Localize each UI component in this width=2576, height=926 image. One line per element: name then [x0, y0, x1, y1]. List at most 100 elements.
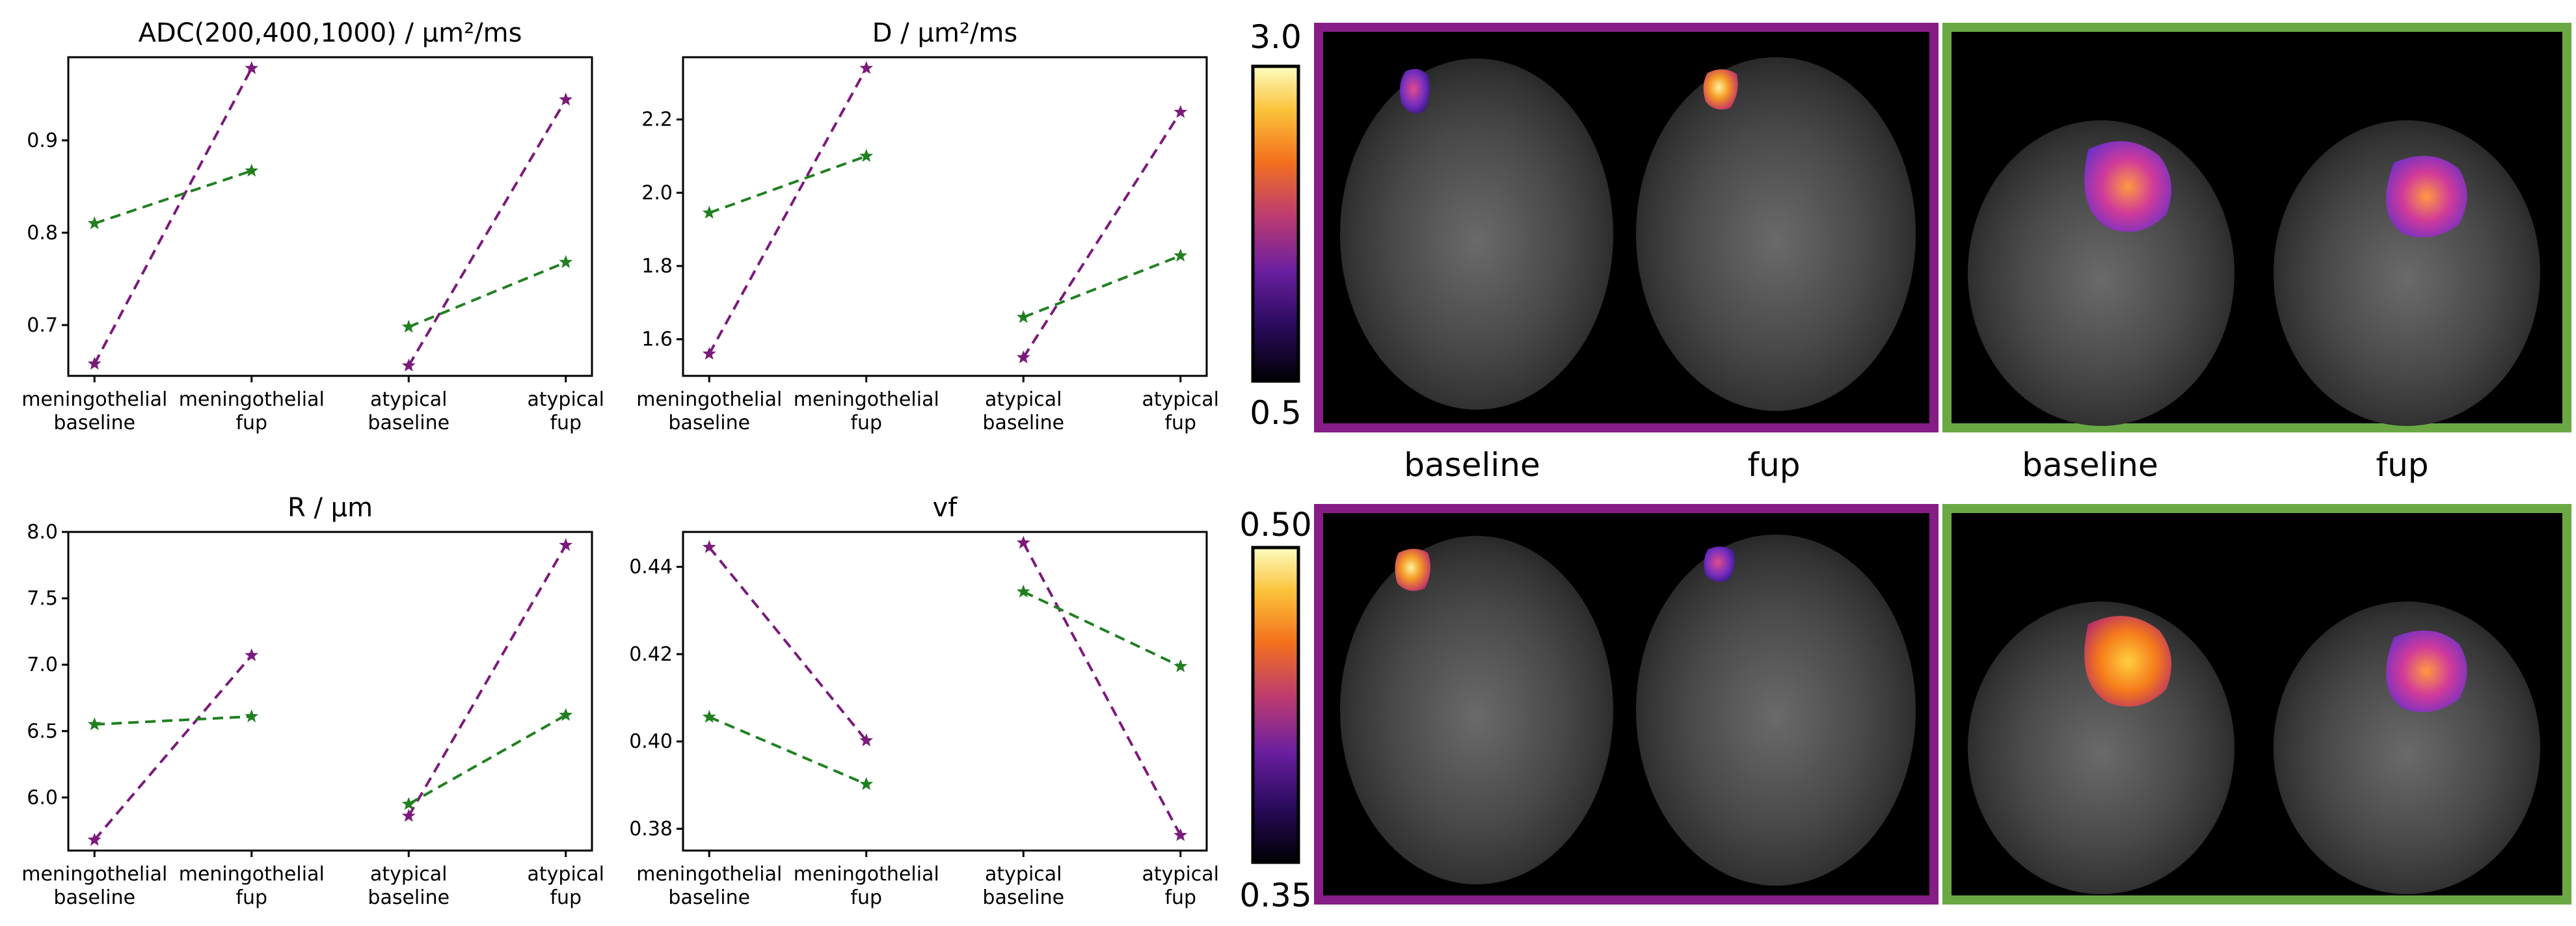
image-panel-bottom-right — [1942, 504, 2571, 905]
image-panel-top-left — [1314, 23, 1939, 432]
series-a-point — [559, 92, 573, 106]
series-b-point — [702, 205, 716, 219]
series-a-line — [407, 544, 567, 817]
series-a-point — [1016, 535, 1030, 549]
series-a-point — [1174, 828, 1188, 841]
label-fup-right: fup — [2376, 446, 2428, 484]
series-a-line — [708, 67, 868, 355]
series-b-line — [708, 715, 867, 786]
adc-plot: ADC(200,400,1000) / μm²/ms 0.7 0.8 0.9 menin… — [21, 18, 604, 434]
series-b-point — [559, 708, 573, 721]
series-a-point — [87, 356, 101, 370]
x-tick-label: meningothelial fup — [179, 388, 325, 434]
brain-scan-8 — [2274, 602, 2540, 894]
y-tick-label: 0.9 — [27, 129, 58, 152]
x-tick-label: atypical fup — [1142, 863, 1220, 909]
series-b-point — [1016, 585, 1030, 598]
series-b-point — [87, 216, 101, 230]
series-b-point — [87, 717, 101, 730]
series-a-point — [1016, 350, 1030, 364]
lesion-2 — [1703, 69, 1738, 110]
series-b-line — [94, 715, 252, 726]
y-tick-label: 0.7 — [27, 314, 58, 337]
lesion-8 — [2386, 630, 2467, 712]
series-a-line — [93, 654, 253, 841]
axes-frame — [682, 531, 1208, 852]
chart-title: R / μm — [288, 493, 373, 523]
label-fup-left: fup — [1747, 446, 1800, 484]
y-tick-label: 7.0 — [27, 654, 58, 676]
axes-frame — [682, 56, 1208, 377]
series-b-line — [94, 169, 252, 225]
series-a-line — [93, 68, 253, 365]
x-tick-label: atypical baseline — [368, 863, 449, 909]
series-b-line — [708, 155, 867, 215]
x-tick-label: atypical baseline — [982, 388, 1064, 434]
brain-scan-4 — [2274, 120, 2540, 426]
y-tick-label: 6.0 — [27, 786, 58, 809]
series-a-point — [245, 61, 259, 74]
x-tick-label: meningothelial fup — [794, 388, 939, 434]
x-tick-label: atypical fup — [1142, 388, 1220, 434]
series-a-line — [1022, 542, 1182, 836]
brain-scan-1 — [1340, 59, 1613, 410]
series-a-point — [401, 358, 416, 372]
label-baseline-left: baseline — [1404, 446, 1540, 484]
series-a-point — [702, 347, 716, 360]
colorbar-top-min: 0.5 — [1250, 394, 1302, 432]
y-tick-label: 1.6 — [641, 328, 673, 351]
series-b-line — [408, 714, 567, 806]
series-b-point — [702, 709, 716, 723]
series-b-line — [408, 261, 567, 328]
brain-scan-5 — [1340, 536, 1613, 884]
chart-title: ADC(200,400,1000) / μm²/ms — [139, 18, 522, 48]
lesion-4 — [2386, 155, 2467, 237]
series-a-point — [859, 733, 874, 747]
series-b-line — [1023, 590, 1181, 668]
y-tick-label: 7.5 — [27, 587, 58, 610]
series-a-point — [87, 832, 101, 846]
y-tick-label: 0.38 — [629, 817, 673, 840]
image-panel-bottom-left — [1314, 504, 1939, 905]
x-tick-label: atypical baseline — [982, 863, 1064, 909]
d-plot: D / μm²/ms 1.6 1.8 2.0 2.2 meningothelial base… — [636, 18, 1219, 434]
series-a-point — [401, 808, 416, 822]
series-a-point — [559, 538, 573, 551]
y-tick-label: 2.0 — [641, 181, 673, 204]
lesion-1 — [1399, 69, 1430, 114]
x-tick-label: meningothelial baseline — [636, 863, 782, 909]
series-b-point — [1016, 310, 1030, 323]
label-baseline-right: baseline — [2022, 446, 2158, 484]
chart-title: vf — [933, 493, 958, 523]
colorbar-top-max: 3.0 — [1250, 18, 1302, 56]
vf-plot: vf 0.38 0.40 0.42 0.44 meningothelial baseline… — [629, 493, 1219, 909]
series-a-point — [859, 60, 874, 74]
lesion-7 — [2084, 616, 2171, 707]
chart-title: D / μm²/ms — [872, 18, 1017, 48]
lesion-5 — [1395, 549, 1430, 591]
series-b-point — [859, 777, 874, 790]
series-b-point — [559, 255, 573, 269]
y-tick-label: 6.5 — [27, 720, 58, 743]
y-tick-label: 2.2 — [641, 109, 673, 131]
x-tick-label: meningothelial fup — [794, 863, 939, 909]
colorbar-top: 3.0 0.5 — [1250, 18, 1302, 432]
axes-frame — [67, 56, 593, 377]
x-tick-label: meningothelial baseline — [636, 388, 782, 434]
x-tick-label: atypical baseline — [368, 388, 449, 434]
series-a-point — [702, 540, 716, 553]
lesion-3 — [2084, 141, 2171, 232]
series-a-line — [407, 99, 567, 367]
series-a-point — [1174, 105, 1188, 118]
colorbar-bottom-gradient — [1251, 546, 1300, 864]
x-tick-label: atypical fup — [528, 388, 605, 434]
series-b-point — [245, 709, 259, 722]
y-tick-label: 8.0 — [27, 521, 58, 544]
x-tick-label: meningothelial fup — [179, 863, 325, 909]
series-b-point — [1174, 248, 1188, 262]
y-tick-label: 0.40 — [629, 730, 673, 753]
series-a-line — [708, 546, 868, 742]
y-tick-label: 0.44 — [629, 556, 673, 579]
series-a-line — [1022, 111, 1182, 358]
